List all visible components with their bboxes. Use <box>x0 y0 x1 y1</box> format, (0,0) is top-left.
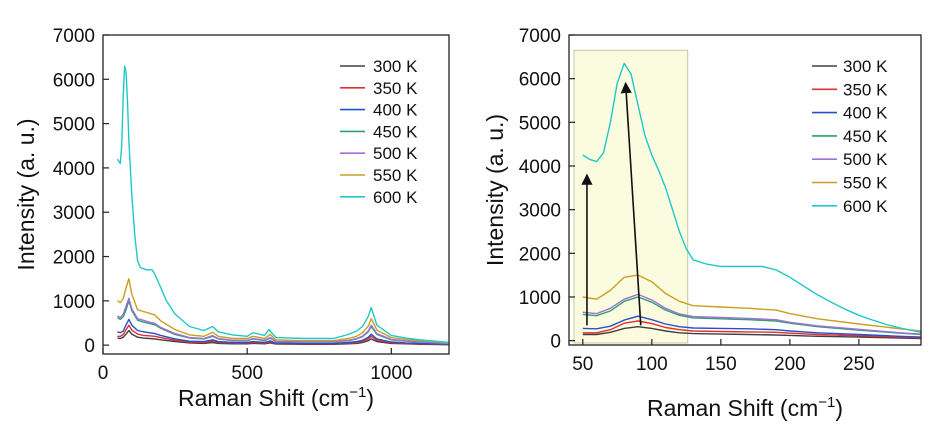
left-y-tick-label: 1000 <box>53 292 95 313</box>
right-x-tick-label: 50 <box>572 354 593 375</box>
left-legend: 300 K 350 K 400 K 450 K 500 K 550 K 600 K <box>340 57 418 207</box>
right-series-line-550k <box>582 274 921 332</box>
left-x-tick-label: 500 <box>231 363 263 384</box>
left-legend-label: 500 K <box>373 144 418 163</box>
right-legend-label: 450 K <box>843 127 888 146</box>
right-y-tick-label: 6000 <box>519 70 561 91</box>
right-x-tick-label: 100 <box>636 354 668 375</box>
left-chart-panel: 0 1000 2000 3000 4000 5000 6000 7000 0 500 1000 Int… <box>13 26 450 411</box>
left-y-tick-label: 5000 <box>53 115 95 136</box>
left-plot-frame <box>102 34 450 355</box>
left-y-tick-label: 7000 <box>53 26 95 47</box>
right-legend-label: 600 K <box>843 197 888 216</box>
left-legend-label: 550 K <box>373 166 418 185</box>
left-x-tick-label: 0 <box>98 363 109 384</box>
right-x-tick-label: 150 <box>705 354 737 375</box>
right-y-tick-label: 0 <box>550 332 561 353</box>
right-series-line-500k <box>582 293 921 335</box>
right-y-tick-label: 7000 <box>519 26 561 47</box>
right-plot-frame <box>568 34 922 346</box>
right-legend-label: 550 K <box>843 174 888 193</box>
right-y-axis-label: Intensity (a. u.) <box>482 114 508 266</box>
right-y-tick-label: 1000 <box>519 288 561 309</box>
right-arrow-2 <box>620 81 642 326</box>
left-legend-label: 300 K <box>373 57 418 76</box>
right-legend-label: 350 K <box>843 80 888 99</box>
left-legend-label: 450 K <box>373 122 418 141</box>
right-x-axis-label: Raman Shift (cm−1) <box>647 394 843 421</box>
right-series-line-450k <box>582 296 921 336</box>
left-x-tick-label: 1000 <box>370 363 412 384</box>
right-y-tick-label: 4000 <box>519 157 561 178</box>
left-series-line-400k <box>117 318 449 345</box>
right-series-group <box>582 62 921 340</box>
left-y-tick-label: 0 <box>84 336 95 357</box>
left-y-tick-label: 2000 <box>53 248 95 269</box>
right-series-line-600k <box>582 62 921 333</box>
right-y-tick-label: 2000 <box>519 244 561 265</box>
right-y-tick-label: 3000 <box>519 201 561 222</box>
left-y-tick-label: 6000 <box>53 70 95 91</box>
left-series-line-500k <box>117 297 449 345</box>
right-chart-panel: 0 1000 2000 3000 4000 5000 6000 7000 50 100 150 200… <box>482 26 922 421</box>
right-series-line-300k <box>582 326 921 340</box>
right-legend-label: 400 K <box>843 104 888 123</box>
left-series-line-550k <box>117 278 449 344</box>
right-x-tick-label: 250 <box>843 354 875 375</box>
left-y-axis-label: Intensity (a. u.) <box>13 118 39 270</box>
left-x-axis-label: Raman Shift (cm−1) <box>178 384 374 411</box>
right-legend-label: 500 K <box>843 150 888 169</box>
right-x-tick-label: 200 <box>774 354 806 375</box>
left-y-tick-label: 3000 <box>53 203 95 224</box>
right-series-line-350k <box>582 320 921 339</box>
right-series-line-400k <box>582 315 921 338</box>
right-legend-label: 300 K <box>843 57 888 76</box>
left-legend-label: 350 K <box>373 79 418 98</box>
left-series-group <box>116 65 449 346</box>
right-legend: 300 K 350 K 400 K 450 K 500 K 550 K 600 K <box>812 57 888 216</box>
left-series-line-600k <box>116 65 449 344</box>
left-legend-label: 600 K <box>373 188 418 207</box>
left-y-tick-label: 4000 <box>53 159 95 180</box>
right-y-tick-label: 5000 <box>519 113 561 134</box>
left-legend-label: 400 K <box>373 101 418 120</box>
